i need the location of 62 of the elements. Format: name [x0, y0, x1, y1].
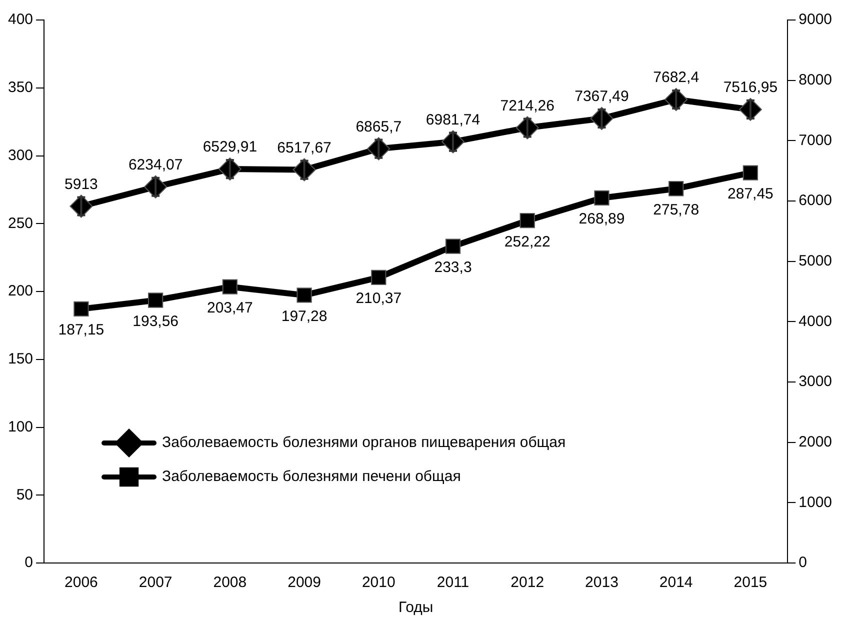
x-tick-label: 2007 — [138, 574, 172, 592]
x-tick-label: 2006 — [64, 574, 98, 592]
y2-tick-label: 6000 — [798, 192, 832, 210]
data-label: 7214,26 — [500, 97, 554, 114]
data-label: 7367,49 — [574, 88, 629, 106]
point — [594, 190, 610, 206]
y-tick-label: 400 — [8, 11, 34, 28]
data-label: 252,22 — [504, 233, 550, 250]
y2-tick-label: 0 — [798, 554, 807, 572]
x-tick-label: 2009 — [288, 574, 321, 592]
point — [668, 181, 684, 196]
point — [148, 292, 164, 308]
legend-label: Заболеваемость болезнями органов пищеварения общая — [162, 434, 566, 452]
data-label: 233,3 — [434, 258, 472, 276]
y-tick-label: 100 — [8, 418, 34, 436]
y2-tick-label: 5000 — [798, 252, 832, 270]
x-tick-label: 2011 — [436, 574, 470, 592]
y-tick-label: 250 — [8, 214, 34, 232]
point — [371, 270, 386, 285]
y2-tick-label: 1000 — [798, 494, 832, 511]
x-tick-label: 2014 — [659, 574, 693, 592]
data-label: 6865,7 — [356, 118, 402, 136]
data-label: 6981,74 — [426, 111, 480, 128]
x-tick-label: 2012 — [510, 574, 544, 592]
y-tick-label: 300 — [8, 146, 34, 164]
data-label: 5913 — [64, 176, 98, 193]
data-label: 197,28 — [281, 308, 328, 325]
y2-tick-label: 8000 — [798, 71, 832, 88]
data-label: 187,15 — [58, 322, 104, 339]
y2-tick-label: 9000 — [798, 11, 832, 28]
y-tick-label: 0 — [24, 554, 34, 572]
legend-label: Заболеваемость болезнями печени общая — [162, 468, 461, 486]
data-label: 7516,95 — [723, 79, 778, 96]
data-label: 7682,4 — [653, 69, 700, 86]
x-tick-label: 2015 — [734, 574, 768, 592]
y2-tick-label: 3000 — [798, 373, 832, 390]
point — [520, 213, 535, 228]
y-tick-label: 50 — [16, 486, 34, 504]
y2-tick-label: 4000 — [798, 312, 832, 330]
data-label: 6517,67 — [277, 139, 332, 156]
x-tick-label: 2008 — [213, 574, 247, 592]
data-label: 268,89 — [578, 210, 625, 228]
data-label: 193,56 — [132, 312, 179, 330]
x-tick-label: 2010 — [362, 574, 396, 592]
data-label: 210,37 — [356, 290, 402, 308]
data-label: 6529,91 — [202, 138, 258, 156]
data-label: 275,78 — [653, 201, 700, 218]
point — [222, 279, 238, 294]
data-label: 203,47 — [206, 299, 253, 316]
point — [445, 238, 461, 254]
y-tick-label: 150 — [8, 350, 34, 368]
y2-tick-label: 7000 — [798, 132, 832, 149]
point — [296, 288, 312, 303]
y-tick-label: 350 — [8, 79, 34, 96]
y-tick-label: 200 — [8, 282, 34, 300]
data-label: 6234,07 — [128, 156, 183, 174]
x-axis-title: Годы — [398, 599, 434, 616]
y2-tick-label: 2000 — [798, 433, 832, 450]
point — [74, 301, 89, 317]
data-label: 287,45 — [728, 185, 774, 202]
x-tick-label: 2013 — [585, 574, 618, 592]
point — [742, 165, 758, 180]
